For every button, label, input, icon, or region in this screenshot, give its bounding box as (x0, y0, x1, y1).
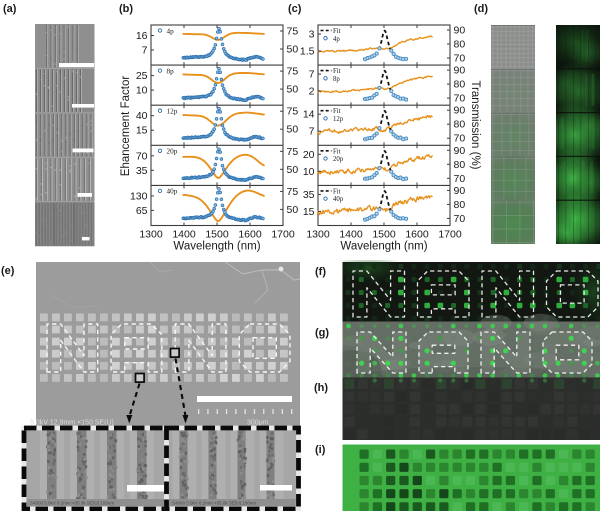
svg-text:1300: 1300 (306, 229, 330, 241)
svg-text:(g): (g) (315, 327, 329, 339)
svg-text:75: 75 (287, 26, 299, 38)
svg-text:130: 130 (130, 190, 148, 202)
svg-text:1500: 1500 (205, 229, 229, 241)
svg-text:S4800 5.0kV 8.2mm ×35.0k SE(U): S4800 5.0kV 8.2mm ×35.0k SE(U) 100nm (172, 501, 256, 506)
svg-text:50: 50 (287, 204, 299, 216)
svg-text:(i): (i) (315, 444, 326, 456)
svg-text:90: 90 (454, 65, 466, 77)
svg-text:2: 2 (309, 86, 315, 98)
svg-text:40p: 40p (167, 188, 178, 196)
svg-text:40: 40 (136, 110, 148, 122)
svg-text:300μm: 300μm (247, 420, 269, 427)
svg-text:Wavelength (nm): Wavelength (nm) (340, 241, 427, 253)
svg-text:Fit: Fit (333, 108, 341, 115)
svg-text:15: 15 (303, 206, 315, 218)
svg-text:20p: 20p (333, 156, 344, 163)
svg-text:4p: 4p (333, 36, 340, 43)
svg-text:80: 80 (454, 79, 466, 91)
svg-text:(a): (a) (3, 3, 17, 15)
svg-text:1500: 1500 (372, 229, 396, 241)
svg-text:(d): (d) (474, 3, 488, 15)
svg-text:90: 90 (454, 185, 466, 197)
svg-text:80: 80 (454, 119, 466, 131)
svg-text:Transmission (%): Transmission (%) (469, 80, 481, 169)
svg-text:80: 80 (454, 199, 466, 211)
svg-text:1700: 1700 (438, 229, 462, 241)
svg-text:90: 90 (454, 145, 466, 157)
svg-text:70: 70 (454, 133, 466, 145)
svg-text:40p: 40p (333, 196, 344, 203)
svg-text:Fit: Fit (333, 28, 341, 35)
svg-text:50: 50 (287, 164, 299, 176)
svg-text:1400: 1400 (172, 229, 196, 241)
svg-text:1600: 1600 (405, 229, 429, 241)
svg-text:90: 90 (454, 105, 466, 117)
svg-text:5.0kV 12.9mm ×150 SE(U): 5.0kV 12.9mm ×150 SE(U) (30, 420, 114, 427)
svg-text:4p: 4p (167, 27, 175, 35)
svg-text:70: 70 (136, 150, 148, 162)
svg-text:35: 35 (136, 165, 148, 177)
svg-text:Wavelength (nm): Wavelength (nm) (173, 241, 260, 253)
svg-text:S4800 5.0kV 8.2mm ×35.0k SE(U): S4800 5.0kV 8.2mm ×35.0k SE(U) 100nm (30, 501, 114, 506)
svg-text:7: 7 (309, 69, 315, 81)
svg-text:10: 10 (136, 85, 148, 97)
svg-text:75: 75 (287, 106, 299, 118)
svg-text:90: 90 (454, 25, 466, 37)
svg-text:Fit: Fit (333, 148, 341, 155)
svg-text:1400: 1400 (339, 229, 363, 241)
svg-text:70: 70 (454, 213, 466, 225)
svg-text:(e): (e) (1, 265, 15, 277)
svg-text:75: 75 (287, 186, 299, 198)
svg-text:70: 70 (454, 173, 466, 185)
svg-text:8p: 8p (333, 76, 340, 83)
svg-text:1700: 1700 (271, 229, 295, 241)
svg-text:8p: 8p (167, 67, 175, 75)
svg-text:10: 10 (303, 166, 315, 178)
svg-text:1600: 1600 (238, 229, 262, 241)
svg-text:16: 16 (136, 30, 148, 42)
svg-text:80: 80 (454, 159, 466, 171)
svg-text:12p: 12p (333, 116, 344, 123)
svg-text:50: 50 (287, 84, 299, 96)
svg-text:12p: 12p (167, 108, 178, 116)
svg-text:80: 80 (454, 39, 466, 51)
svg-text:50: 50 (287, 44, 299, 56)
svg-text:15: 15 (136, 125, 148, 137)
svg-text:1.5: 1.5 (300, 46, 315, 58)
svg-text:(c): (c) (288, 3, 302, 15)
svg-text:70: 70 (454, 53, 466, 65)
svg-text:70: 70 (454, 93, 466, 105)
svg-text:75: 75 (287, 146, 299, 158)
svg-text:Fit: Fit (333, 68, 341, 75)
svg-text:Ehancement Factor: Ehancement Factor (120, 76, 132, 177)
svg-text:1300: 1300 (139, 229, 163, 241)
svg-text:20p: 20p (167, 148, 178, 156)
svg-text:14: 14 (303, 109, 315, 121)
svg-text:50: 50 (287, 124, 299, 136)
svg-text:(f): (f) (315, 266, 326, 278)
svg-text:20: 20 (303, 149, 315, 161)
svg-text:(h): (h) (314, 382, 328, 394)
svg-text:25: 25 (136, 70, 148, 82)
svg-text:75: 75 (287, 66, 299, 78)
svg-text:65: 65 (136, 205, 148, 217)
svg-text:(b): (b) (119, 3, 133, 15)
svg-text:35: 35 (303, 189, 315, 201)
svg-text:7: 7 (309, 126, 315, 138)
svg-text:Fit: Fit (333, 188, 341, 195)
svg-text:7: 7 (142, 45, 148, 57)
svg-text:3: 3 (309, 29, 315, 41)
